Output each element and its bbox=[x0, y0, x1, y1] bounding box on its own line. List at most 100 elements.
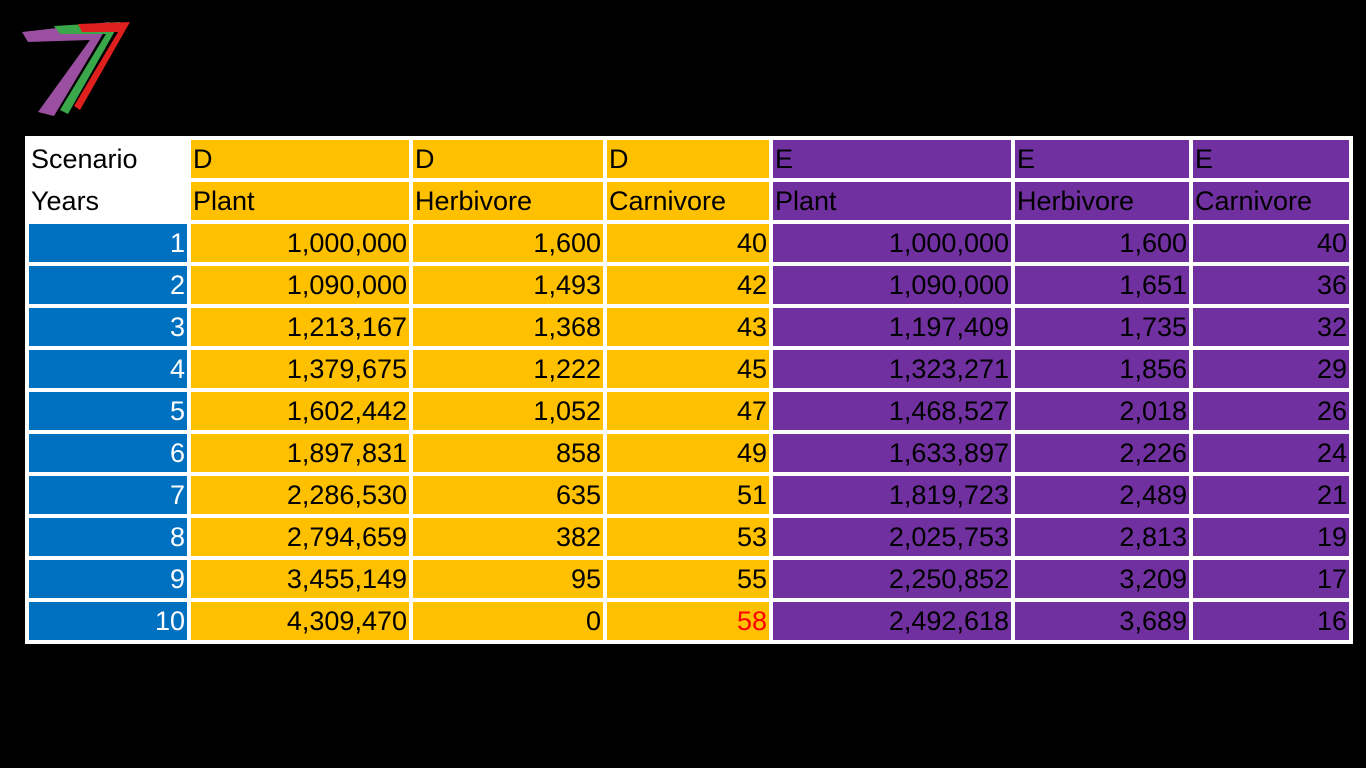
scenario-e-herbivore-header: E bbox=[1015, 140, 1189, 178]
e-plant-cell: 2,492,618 bbox=[773, 602, 1011, 640]
table-row: 6 1,897,831 858 49 1,633,897 2,226 24 bbox=[29, 434, 1349, 472]
e-carnivore-cell: 19 bbox=[1193, 518, 1349, 556]
e-herbivore-cell: 1,600 bbox=[1015, 224, 1189, 262]
d-carnivore-cell: 53 bbox=[607, 518, 769, 556]
e-carnivore-cell: 40 bbox=[1193, 224, 1349, 262]
table-row: 5 1,602,442 1,052 47 1,468,527 2,018 26 bbox=[29, 392, 1349, 430]
year-cell: 8 bbox=[29, 518, 187, 556]
d-plant-cell: 1,897,831 bbox=[191, 434, 409, 472]
e-herbivore-cell: 1,651 bbox=[1015, 266, 1189, 304]
table-row: 7 2,286,530 635 51 1,819,723 2,489 21 bbox=[29, 476, 1349, 514]
d-herbivore-cell: 1,222 bbox=[413, 350, 603, 388]
d-carnivore-header: Carnivore bbox=[607, 182, 769, 220]
table-row: 3 1,213,167 1,368 43 1,197,409 1,735 32 bbox=[29, 308, 1349, 346]
year-cell: 2 bbox=[29, 266, 187, 304]
e-plant-cell: 1,090,000 bbox=[773, 266, 1011, 304]
d-carnivore-cell-highlighted: 58 bbox=[607, 602, 769, 640]
e-plant-cell: 1,323,271 bbox=[773, 350, 1011, 388]
e-plant-cell: 1,633,897 bbox=[773, 434, 1011, 472]
scenario-e-carnivore-header: E bbox=[1193, 140, 1349, 178]
e-plant-cell: 2,250,852 bbox=[773, 560, 1011, 598]
e-herbivore-cell: 1,735 bbox=[1015, 308, 1189, 346]
d-carnivore-cell: 43 bbox=[607, 308, 769, 346]
population-table: Scenario D D D E E E Years Plant Herbivo… bbox=[25, 136, 1353, 644]
scenario-d-carnivore-header: D bbox=[607, 140, 769, 178]
year-cell: 9 bbox=[29, 560, 187, 598]
e-plant-cell: 1,000,000 bbox=[773, 224, 1011, 262]
d-plant-cell: 2,286,530 bbox=[191, 476, 409, 514]
e-herbivore-cell: 2,226 bbox=[1015, 434, 1189, 472]
scenario-label: Scenario bbox=[29, 140, 187, 178]
d-herbivore-header: Herbivore bbox=[413, 182, 603, 220]
d-plant-cell: 1,213,167 bbox=[191, 308, 409, 346]
d-carnivore-cell: 42 bbox=[607, 266, 769, 304]
d-plant-cell: 1,090,000 bbox=[191, 266, 409, 304]
d-herbivore-cell: 1,052 bbox=[413, 392, 603, 430]
e-carnivore-cell: 16 bbox=[1193, 602, 1349, 640]
d-carnivore-cell: 49 bbox=[607, 434, 769, 472]
years-label: Years bbox=[29, 182, 187, 220]
year-cell: 1 bbox=[29, 224, 187, 262]
header-row-years: Years Plant Herbivore Carnivore Plant He… bbox=[29, 182, 1349, 220]
table-row: 1 1,000,000 1,600 40 1,000,000 1,600 40 bbox=[29, 224, 1349, 262]
e-carnivore-cell: 32 bbox=[1193, 308, 1349, 346]
year-cell: 7 bbox=[29, 476, 187, 514]
e-carnivore-cell: 24 bbox=[1193, 434, 1349, 472]
e-plant-cell: 1,819,723 bbox=[773, 476, 1011, 514]
scenario-d-herbivore-header: D bbox=[413, 140, 603, 178]
d-plant-cell: 3,455,149 bbox=[191, 560, 409, 598]
d-plant-cell: 1,000,000 bbox=[191, 224, 409, 262]
d-herbivore-cell: 1,600 bbox=[413, 224, 603, 262]
e-herbivore-cell: 1,856 bbox=[1015, 350, 1189, 388]
e-herbivore-cell: 2,489 bbox=[1015, 476, 1189, 514]
e-carnivore-cell: 17 bbox=[1193, 560, 1349, 598]
e-herbivore-cell: 2,018 bbox=[1015, 392, 1189, 430]
d-plant-cell: 1,379,675 bbox=[191, 350, 409, 388]
e-plant-cell: 1,468,527 bbox=[773, 392, 1011, 430]
e-plant-cell: 2,025,753 bbox=[773, 518, 1011, 556]
d-herbivore-cell: 0 bbox=[413, 602, 603, 640]
d-carnivore-cell: 40 bbox=[607, 224, 769, 262]
e-carnivore-cell: 29 bbox=[1193, 350, 1349, 388]
table-row: 2 1,090,000 1,493 42 1,090,000 1,651 36 bbox=[29, 266, 1349, 304]
year-cell: 6 bbox=[29, 434, 187, 472]
seven-stripe-logo-icon bbox=[22, 22, 130, 116]
d-herbivore-cell: 858 bbox=[413, 434, 603, 472]
year-cell: 4 bbox=[29, 350, 187, 388]
e-herbivore-header: Herbivore bbox=[1015, 182, 1189, 220]
population-table-frame: Scenario D D D E E E Years Plant Herbivo… bbox=[25, 136, 1353, 644]
scenario-e-plant-header: E bbox=[773, 140, 1011, 178]
e-carnivore-cell: 36 bbox=[1193, 266, 1349, 304]
d-carnivore-cell: 47 bbox=[607, 392, 769, 430]
e-herbivore-cell: 3,209 bbox=[1015, 560, 1189, 598]
table-row: 9 3,455,149 95 55 2,250,852 3,209 17 bbox=[29, 560, 1349, 598]
year-cell: 10 bbox=[29, 602, 187, 640]
d-plant-header: Plant bbox=[191, 182, 409, 220]
d-herbivore-cell: 1,368 bbox=[413, 308, 603, 346]
d-carnivore-cell: 55 bbox=[607, 560, 769, 598]
d-herbivore-cell: 95 bbox=[413, 560, 603, 598]
e-carnivore-cell: 26 bbox=[1193, 392, 1349, 430]
e-herbivore-cell: 2,813 bbox=[1015, 518, 1189, 556]
scenario-d-plant-header: D bbox=[191, 140, 409, 178]
d-plant-cell: 1,602,442 bbox=[191, 392, 409, 430]
d-herbivore-cell: 1,493 bbox=[413, 266, 603, 304]
e-carnivore-cell: 21 bbox=[1193, 476, 1349, 514]
e-herbivore-cell: 3,689 bbox=[1015, 602, 1189, 640]
d-herbivore-cell: 635 bbox=[413, 476, 603, 514]
d-plant-cell: 2,794,659 bbox=[191, 518, 409, 556]
table-row: 8 2,794,659 382 53 2,025,753 2,813 19 bbox=[29, 518, 1349, 556]
table-row: 10 4,309,470 0 58 2,492,618 3,689 16 bbox=[29, 602, 1349, 640]
header-row-scenario: Scenario D D D E E E bbox=[29, 140, 1349, 178]
e-plant-cell: 1,197,409 bbox=[773, 308, 1011, 346]
d-plant-cell: 4,309,470 bbox=[191, 602, 409, 640]
table-row: 4 1,379,675 1,222 45 1,323,271 1,856 29 bbox=[29, 350, 1349, 388]
e-carnivore-header: Carnivore bbox=[1193, 182, 1349, 220]
year-cell: 3 bbox=[29, 308, 187, 346]
d-carnivore-cell: 51 bbox=[607, 476, 769, 514]
d-carnivore-cell: 45 bbox=[607, 350, 769, 388]
e-plant-header: Plant bbox=[773, 182, 1011, 220]
year-cell: 5 bbox=[29, 392, 187, 430]
d-herbivore-cell: 382 bbox=[413, 518, 603, 556]
